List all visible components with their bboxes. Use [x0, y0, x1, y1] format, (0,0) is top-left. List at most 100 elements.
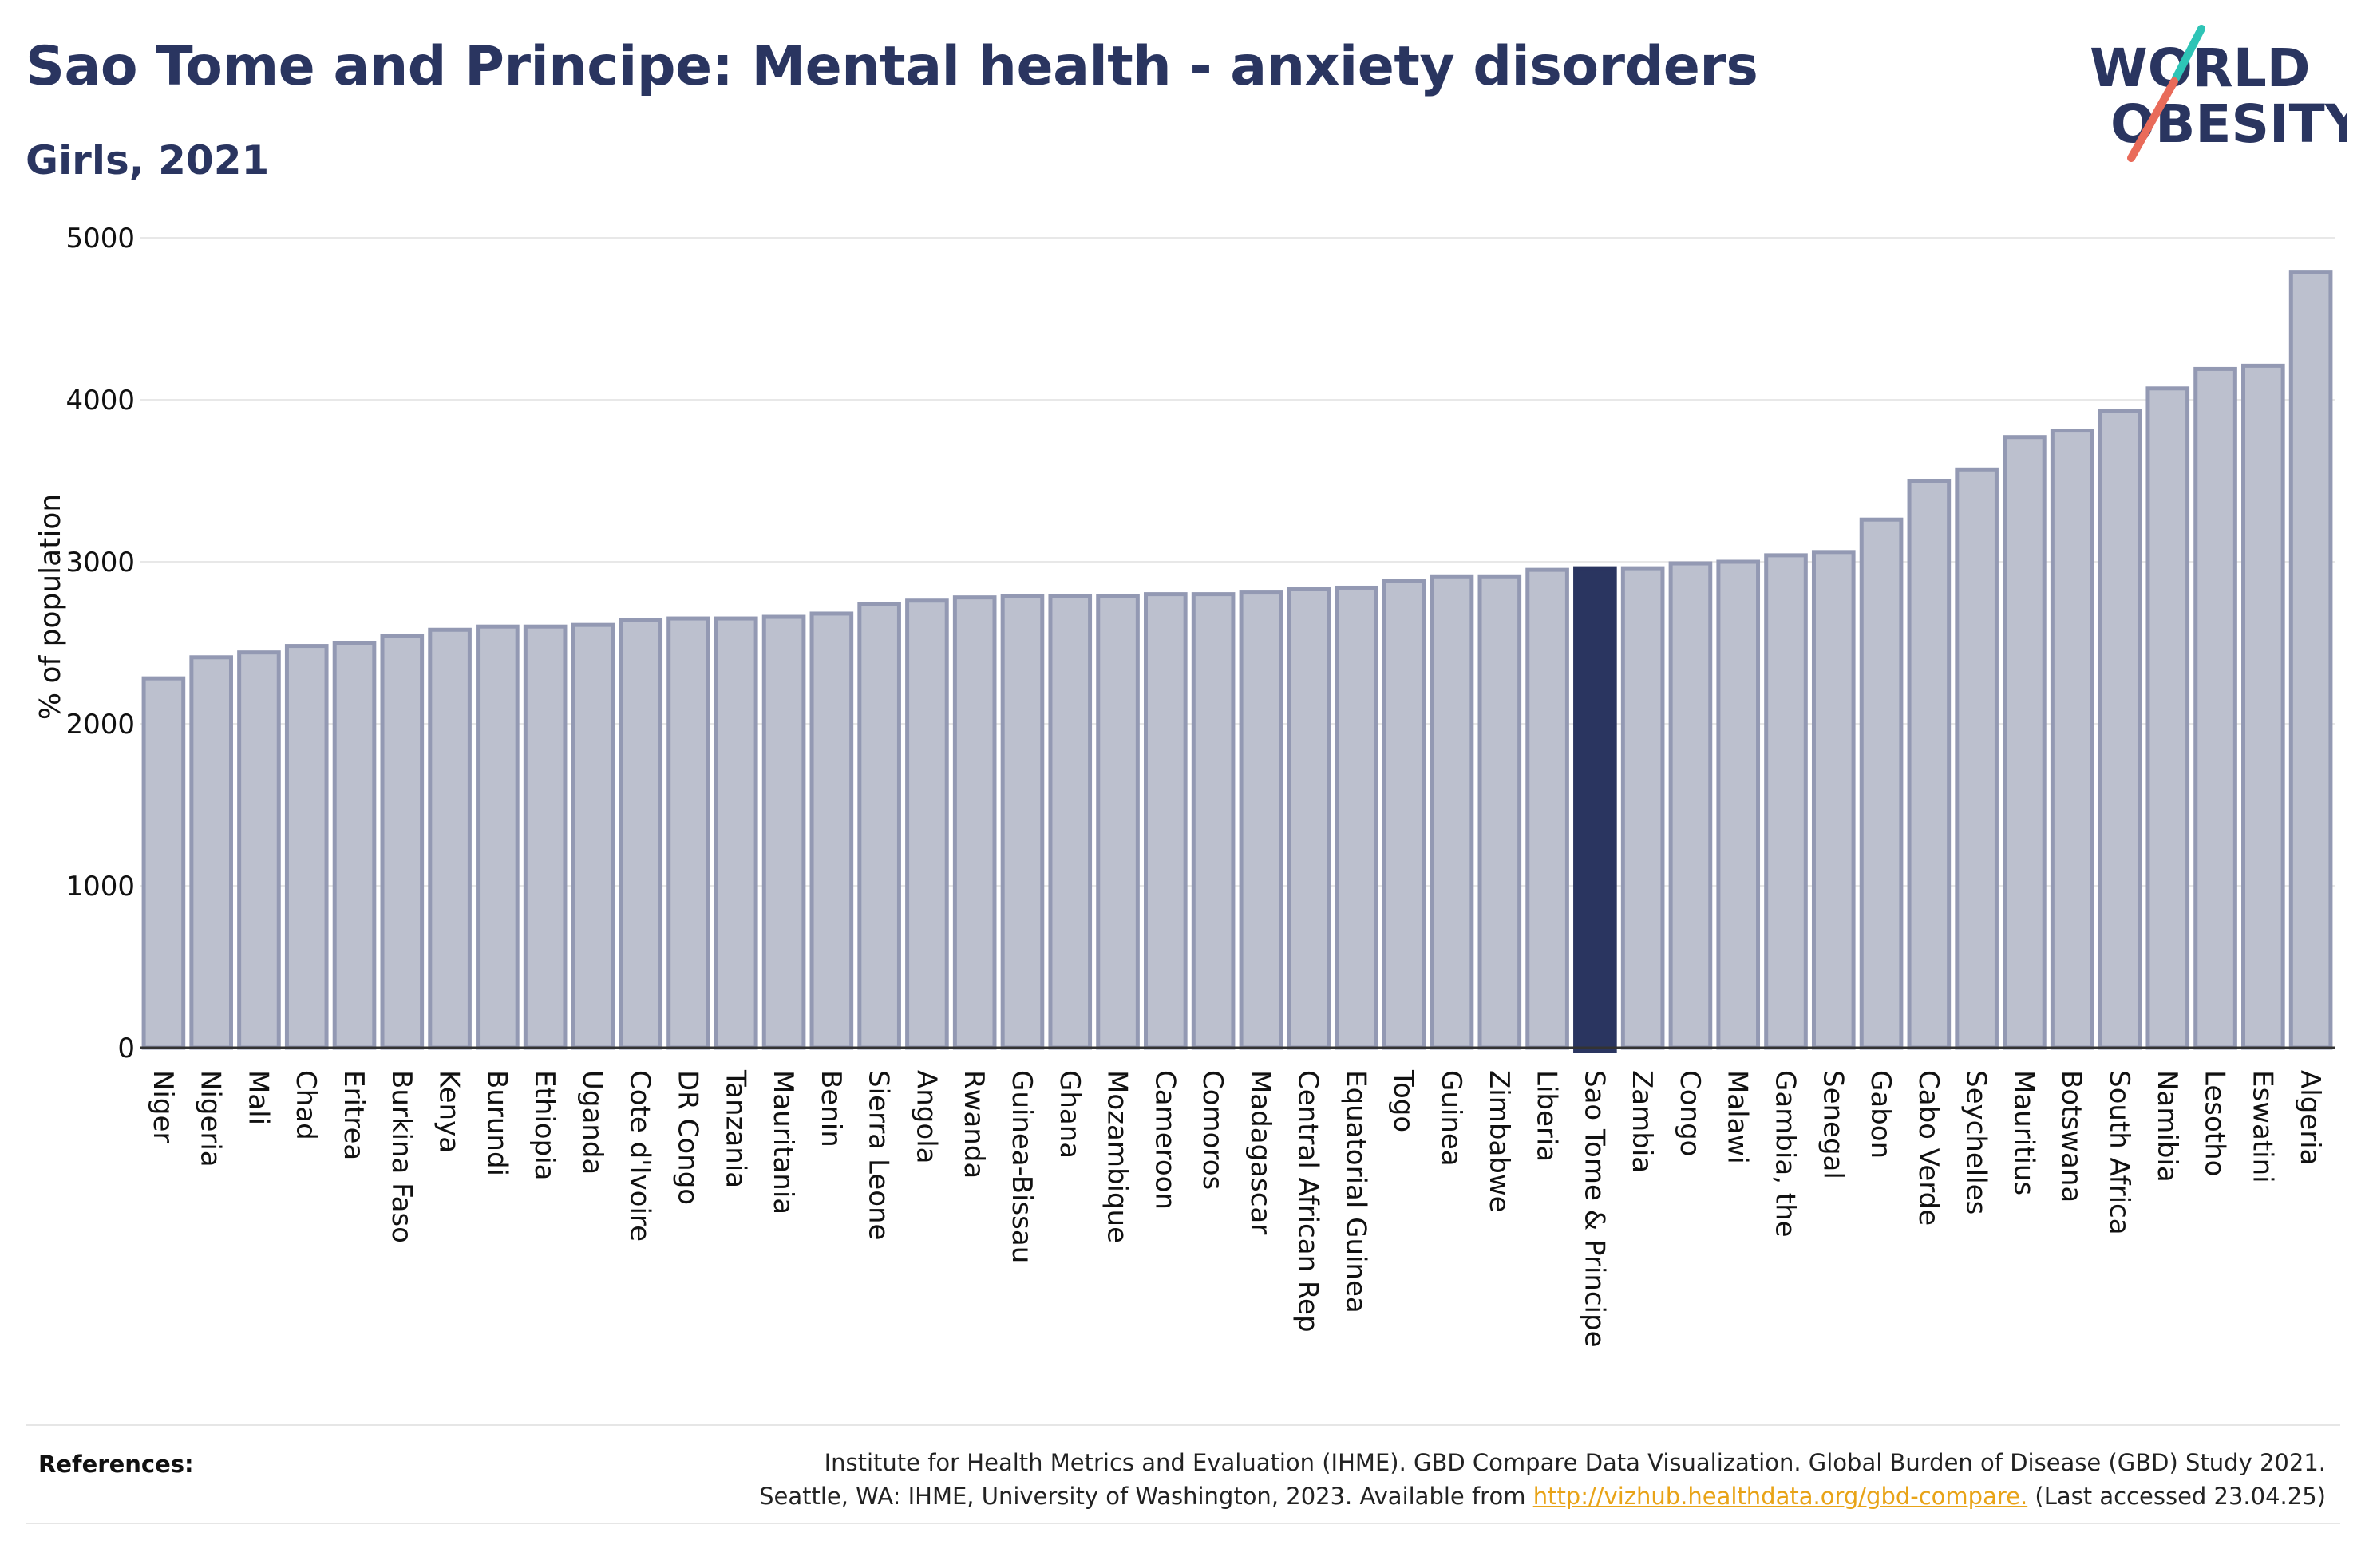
x-tick-label-algeria: Algeria	[2294, 1070, 2326, 1165]
x-tick-label-malawi: Malawi	[1722, 1070, 1754, 1164]
x-tick-label-eswatini: Eswatini	[2246, 1070, 2278, 1183]
x-tick-label-rwanda: Rwanda	[958, 1070, 990, 1179]
x-tick-label-gabon: Gabon	[1865, 1070, 1896, 1159]
y-tick-label-2: 2000	[65, 709, 135, 741]
bar-botswana	[2050, 429, 2094, 1050]
bar-lesotho	[2193, 366, 2237, 1050]
bar-namibia	[2145, 386, 2190, 1050]
x-tick-label-congo: Congo	[1674, 1070, 1706, 1156]
y-tick-label-3: 3000	[65, 547, 135, 579]
bars	[141, 270, 2333, 1053]
x-tick-label-liberia: Liberia	[1531, 1070, 1563, 1162]
x-tick-label-uganda: Uganda	[576, 1070, 608, 1175]
footer-divider-bottom	[26, 1523, 2340, 1524]
bar-eswatini	[2241, 363, 2285, 1050]
x-tick-label-benin: Benin	[815, 1070, 847, 1147]
x-tick-label-mauritania: Mauritania	[767, 1070, 799, 1215]
reference-line-2-suffix: (Last accessed 23.04.25)	[2027, 1483, 2326, 1510]
x-tick-label-seychelles: Seychelles	[1960, 1070, 1992, 1215]
logo-slash-teal-icon	[2172, 25, 2205, 82]
y-tick-label-0: 0	[117, 1033, 135, 1064]
x-tick-label-chad: Chad	[290, 1070, 322, 1140]
logo-line1: WORLD	[2090, 38, 2311, 99]
bar-mauritius	[2003, 435, 2047, 1050]
x-tick-label-angola: Angola	[910, 1070, 942, 1163]
bar-benin	[809, 611, 854, 1050]
bar-cote-d-ivoire	[619, 618, 663, 1050]
x-tick-label-lesotho: Lesotho	[2199, 1070, 2231, 1176]
x-tick-label-zambia: Zambia	[1626, 1070, 1658, 1173]
bar-uganda	[571, 622, 615, 1050]
x-tick-label-togo: Togo	[1387, 1069, 1419, 1132]
footer-divider-top	[26, 1424, 2340, 1426]
bar-niger	[141, 676, 186, 1050]
bar-tanzania	[714, 616, 758, 1050]
reference-line-1: Institute for Health Metrics and Evaluat…	[824, 1449, 2326, 1476]
x-tick-label-niger: Niger	[147, 1070, 179, 1143]
bar-mozambique	[1096, 594, 1140, 1050]
bar-angola	[905, 598, 949, 1050]
bar-chad	[284, 644, 329, 1050]
bar-burundi	[476, 624, 520, 1050]
bar-congo	[1668, 561, 1713, 1050]
x-tick-label-sao-tome-principe: Sao Tome & Principe	[1578, 1070, 1610, 1348]
x-tick-label-mauritius: Mauritius	[2007, 1070, 2039, 1195]
x-tick-label-zimbabwe: Zimbabwe	[1483, 1070, 1515, 1213]
bar-central-african-rep	[1287, 587, 1331, 1050]
bar-kenya	[428, 627, 472, 1050]
x-tick-label-cote-d-ivoire: Cote d'Ivoire	[624, 1070, 656, 1242]
x-tick-label-dr-congo: DR Congo	[672, 1070, 704, 1205]
bar-algeria	[2288, 270, 2333, 1050]
y-tick-label-4: 4000	[65, 385, 135, 417]
bar-gambia-the	[1764, 553, 1808, 1050]
bar-comoros	[1191, 592, 1236, 1050]
page-subtitle: Girls, 2021	[26, 137, 270, 184]
references-label: References:	[38, 1451, 194, 1478]
x-tick-label-equatorial-guinea: Equatorial Guinea	[1339, 1070, 1371, 1313]
x-tick-label-nigeria: Nigeria	[195, 1070, 227, 1167]
x-tick-label-guinea: Guinea	[1435, 1070, 1467, 1167]
reference-link[interactable]: http://vizhub.healthdata.org/gbd-compare…	[1532, 1483, 2028, 1510]
x-tick-label-guinea-bissau: Guinea-Bissau	[1006, 1070, 1038, 1263]
bar-burkina-faso	[380, 634, 425, 1050]
y-axis-label: % of population	[34, 494, 67, 720]
bar-zambia	[1620, 566, 1665, 1050]
reference-line-2: Seattle, WA: IHME, University of Washing…	[759, 1479, 2326, 1513]
bar-sao-tome-principe	[1573, 566, 1617, 1053]
bar-togo	[1382, 579, 1426, 1050]
bar-guinea-bissau	[1000, 594, 1045, 1050]
logo-slash-coral-icon	[2127, 77, 2178, 162]
x-tick-label-south-africa: South Africa	[2103, 1070, 2135, 1235]
x-axis-labels: Niger Nigeria Mali Chad Eritrea Burkina Faso K…	[147, 1069, 2326, 1348]
bar-eritrea	[332, 641, 377, 1050]
x-tick-label-botswana: Botswana	[2055, 1070, 2087, 1203]
bar-cameroon	[1144, 592, 1188, 1050]
x-tick-label-kenya: Kenya	[433, 1070, 465, 1153]
bar-dr-congo	[666, 616, 710, 1050]
x-tick-label-namibia: Namibia	[2151, 1070, 2183, 1183]
x-tick-label-cameroon: Cameroon	[1149, 1070, 1180, 1210]
y-tick-label-5: 5000	[65, 223, 135, 255]
bar-nigeria	[189, 655, 233, 1050]
bar-chart: 0 1000 2000 3000 4000 5000 Niger Nigeria Mali Ch…	[34, 223, 2335, 1348]
x-tick-label-ghana: Ghana	[1054, 1070, 1086, 1159]
x-tick-label-eritrea: Eritrea	[338, 1070, 370, 1160]
y-axis-ticks: 0 1000 2000 3000 4000 5000	[65, 223, 135, 1064]
bar-guinea	[1430, 574, 1474, 1050]
x-tick-label-cabo-verde: Cabo Verde	[1912, 1070, 1944, 1226]
bar-ghana	[1048, 594, 1093, 1050]
x-tick-label-burkina-faso: Burkina Faso	[386, 1070, 417, 1243]
x-tick-label-central-african-rep: Central African Rep	[1292, 1070, 1324, 1333]
bar-madagascar	[1239, 590, 1283, 1050]
x-tick-label-gambia-the: Gambia, the	[1770, 1070, 1801, 1238]
bar-zimbabwe	[1477, 574, 1522, 1050]
bar-cabo-verde	[1907, 479, 1952, 1050]
bar-seychelles	[1955, 467, 1999, 1050]
x-tick-label-ethiopia: Ethiopia	[528, 1070, 560, 1180]
x-tick-label-comoros: Comoros	[1196, 1070, 1228, 1190]
x-tick-label-mali: Mali	[242, 1070, 274, 1125]
bar-senegal	[1811, 550, 1856, 1050]
y-tick-label-1: 1000	[65, 871, 135, 902]
world-obesity-logo: WORLD OBESITY	[2090, 25, 2347, 162]
bar-gabon	[1859, 517, 1904, 1050]
